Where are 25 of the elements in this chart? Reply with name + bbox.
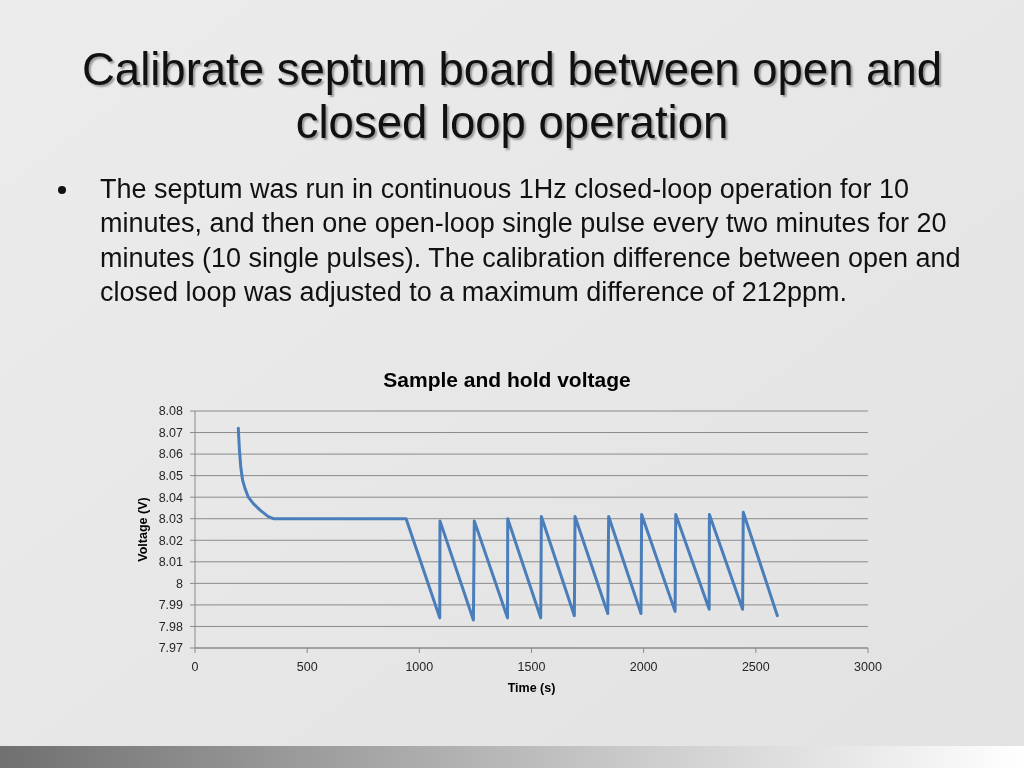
line-series <box>236 426 779 622</box>
y-tick-label: 7.97 <box>158 641 184 656</box>
chart-title: Calibrate septum board between open and closed loop operation <box>80 43 943 149</box>
y-tick-label: 8.06 <box>158 447 184 462</box>
chart-subtitle: Sample and hold voltage <box>383 368 631 391</box>
y-tick-label: 8.08 <box>158 404 184 419</box>
x-tick-label: 1500 <box>517 660 546 674</box>
x-tick-label: 2000 <box>629 660 658 674</box>
y-tick-label: 8.01 <box>158 555 184 570</box>
y-tick-label: 8 <box>176 576 184 591</box>
x-tick-label: 500 <box>296 660 318 674</box>
y-tick-label: 8.03 <box>158 512 184 527</box>
y-tick-label: 7.99 <box>158 598 184 613</box>
y-tick-label: 8.04 <box>158 490 184 505</box>
x-tick-label: 2500 <box>741 660 770 674</box>
y-tick-label: 8.02 <box>158 533 184 548</box>
text: The septum was run in continuous 1Hz closed-loop operation for 10 minutes, and then one open-loop single pulse every two minutes for 20 minutes (10 single pulses). The calibration difference between open and closed loop was adjusted to a maximum difference of 212ppm. <box>100 173 962 310</box>
x-tick-label: 3000 <box>854 660 882 674</box>
x-tick-label: 1000 <box>405 660 434 674</box>
x-axis-title: Time (s) <box>507 681 556 695</box>
y-tick-label: 8.05 <box>158 469 184 484</box>
y-axis-title: Voltage (V) <box>136 497 150 562</box>
x-tick-label: 0 <box>191 660 199 674</box>
y-tick-label: 7.98 <box>158 619 184 634</box>
y-tick-label: 8.07 <box>158 425 184 440</box>
